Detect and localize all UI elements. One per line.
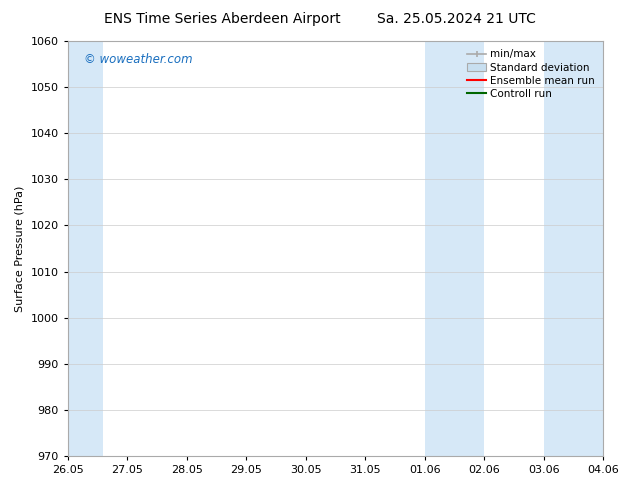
Text: © woweather.com: © woweather.com bbox=[84, 53, 192, 67]
Y-axis label: Surface Pressure (hPa): Surface Pressure (hPa) bbox=[15, 185, 25, 312]
Text: ENS Time Series Aberdeen Airport: ENS Time Series Aberdeen Airport bbox=[103, 12, 340, 26]
Bar bbox=[68, 41, 103, 456]
Text: Sa. 25.05.2024 21 UTC: Sa. 25.05.2024 21 UTC bbox=[377, 12, 536, 26]
Bar bbox=[425, 41, 484, 456]
Bar bbox=[543, 41, 603, 456]
Legend: min/max, Standard deviation, Ensemble mean run, Controll run: min/max, Standard deviation, Ensemble me… bbox=[464, 46, 598, 102]
